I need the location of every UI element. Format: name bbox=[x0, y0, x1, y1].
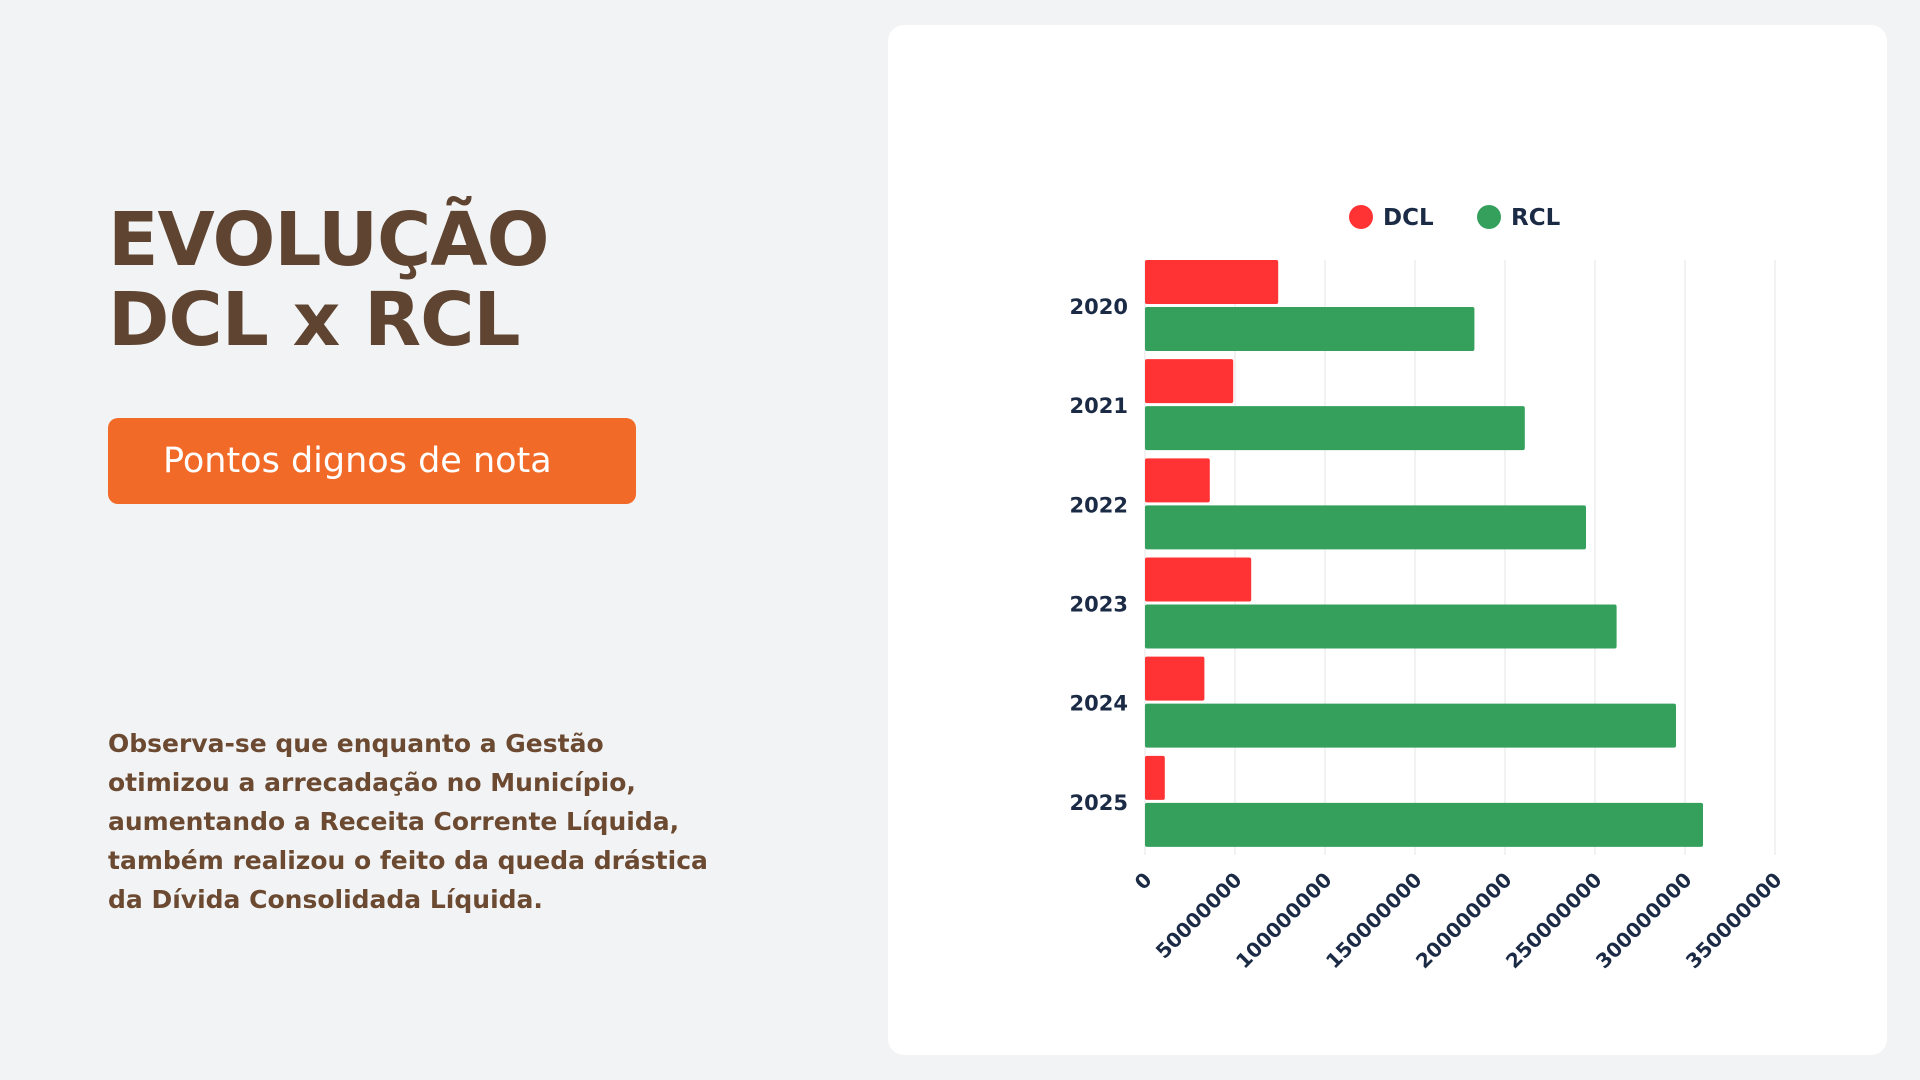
x-tick-label: 0 bbox=[1130, 868, 1157, 895]
bar-rcl-2025 bbox=[1145, 802, 1703, 847]
bar-dcl-2021 bbox=[1145, 359, 1234, 404]
x-tick-label: 50000000 bbox=[1151, 868, 1247, 964]
category-label: 2022 bbox=[1070, 493, 1128, 517]
bar-dcl-2020 bbox=[1145, 260, 1279, 304]
bar-rcl-2021 bbox=[1145, 406, 1525, 451]
x-tick-label: 150000000 bbox=[1321, 868, 1427, 974]
category-label: 2025 bbox=[1070, 791, 1128, 815]
bar-dcl-2024 bbox=[1145, 656, 1205, 701]
legend-swatch-dcl bbox=[1349, 205, 1373, 229]
x-tick-label: 350000000 bbox=[1681, 868, 1787, 974]
notes-badge: Pontos dignos de nota bbox=[108, 418, 636, 504]
bar-rcl-2024 bbox=[1145, 703, 1676, 748]
category-label: 2020 bbox=[1070, 295, 1128, 319]
badge-label: Pontos dignos de nota bbox=[163, 441, 552, 481]
category-label: 2023 bbox=[1070, 593, 1128, 617]
bar-chart: 2020 2021 2022 2023 2024 2025 0500000001000000… bbox=[1070, 205, 1787, 974]
description-paragraph: Observa-se que enquanto a Gestão otimizo… bbox=[108, 729, 708, 914]
bar-dcl-2022 bbox=[1145, 458, 1210, 503]
x-tick-label: 200000000 bbox=[1411, 868, 1517, 974]
bar-dcl-2025 bbox=[1145, 755, 1165, 800]
bar-rcl-2022 bbox=[1145, 505, 1586, 550]
bar-rcl-2023 bbox=[1145, 604, 1617, 649]
legend-swatch-rcl bbox=[1477, 205, 1501, 229]
page-title: EVOLUÇÃO DCL x RCL bbox=[108, 197, 550, 363]
category-label: 2024 bbox=[1070, 692, 1128, 716]
legend-label-dcl: DCL bbox=[1383, 205, 1434, 231]
x-tick-label: 300000000 bbox=[1591, 868, 1697, 974]
title-line-1: EVOLUÇÃO bbox=[108, 197, 550, 283]
x-tick-label: 250000000 bbox=[1501, 868, 1607, 974]
bar-dcl-2023 bbox=[1145, 557, 1252, 602]
category-label: 2021 bbox=[1070, 394, 1128, 418]
chart-card: 2020 2021 2022 2023 2024 2025 0 50000000 1000000… bbox=[888, 25, 1887, 1055]
bar-rcl-2020 bbox=[1145, 307, 1475, 351]
title-line-2: DCL x RCL bbox=[108, 277, 521, 363]
legend-label-rcl: RCL bbox=[1511, 205, 1561, 231]
x-tick-label: 100000000 bbox=[1231, 868, 1337, 974]
